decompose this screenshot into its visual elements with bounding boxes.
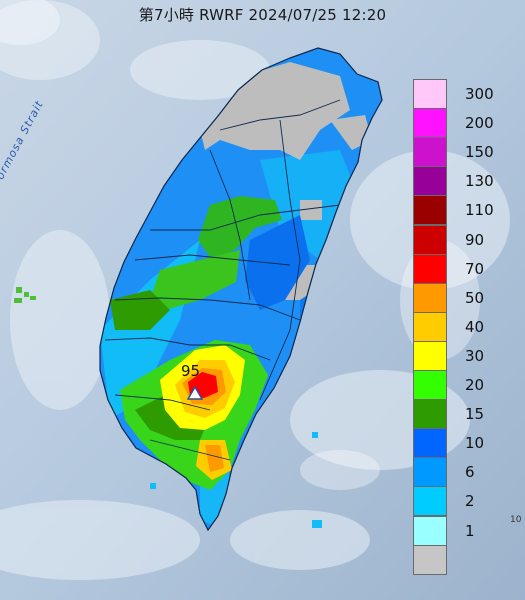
- legend-swatch: [413, 224, 447, 255]
- legend-label: 130: [465, 172, 494, 191]
- legend-swatch: [413, 137, 447, 168]
- legend-label: 6: [465, 463, 475, 482]
- triangle-marker-icon: [187, 386, 203, 400]
- legend-label: 90: [465, 230, 485, 249]
- legend-swatch: [413, 486, 447, 517]
- legend-swatch: [413, 340, 447, 371]
- legend-label: 110: [465, 201, 494, 220]
- legend-label: 15: [465, 405, 485, 424]
- legend-swatch: [413, 399, 447, 430]
- legend-swatch: [413, 79, 447, 109]
- legend-label: 30: [465, 346, 485, 365]
- legend-swatch: [413, 166, 447, 197]
- legend-swatch: [413, 108, 447, 139]
- legend-label: 1: [465, 521, 475, 540]
- legend-label: 50: [465, 288, 485, 307]
- legend-label: 10: [465, 434, 485, 453]
- legend-label: 150: [465, 143, 494, 162]
- legend-swatch: [413, 195, 447, 226]
- map-title: 第7小時 RWRF 2024/07/25 12:20: [138, 6, 387, 24]
- legend-swatch: [413, 311, 447, 342]
- legend-label: 300: [465, 85, 494, 103]
- legend-label: 20: [465, 376, 485, 394]
- legend-swatch: [413, 370, 447, 400]
- legend-swatch: [413, 428, 447, 459]
- legend-swatch: [413, 457, 447, 488]
- legend-label: 2: [465, 492, 475, 511]
- peak-rainfall-value: 95: [181, 362, 201, 380]
- legend-swatch: [413, 253, 447, 284]
- legend-swatch: [413, 282, 447, 313]
- legend-label: 70: [465, 259, 485, 278]
- legend-label: 40: [465, 317, 485, 336]
- legend-label: 200: [465, 114, 494, 133]
- corner-label: 10: [510, 515, 522, 525]
- legend-swatch: [413, 544, 447, 575]
- legend-swatch: [413, 515, 447, 546]
